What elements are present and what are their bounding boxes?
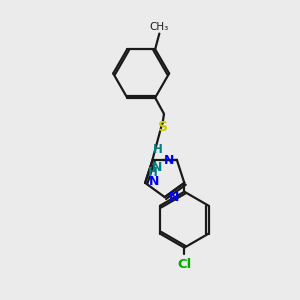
Text: H: H (153, 143, 163, 156)
Text: CH₃: CH₃ (150, 22, 169, 32)
Text: H: H (148, 166, 157, 179)
Text: Cl: Cl (177, 258, 191, 271)
Text: N: N (164, 154, 175, 167)
Text: N: N (169, 190, 179, 204)
Text: S: S (158, 120, 167, 134)
Text: N: N (152, 161, 162, 174)
Text: N: N (149, 175, 160, 188)
